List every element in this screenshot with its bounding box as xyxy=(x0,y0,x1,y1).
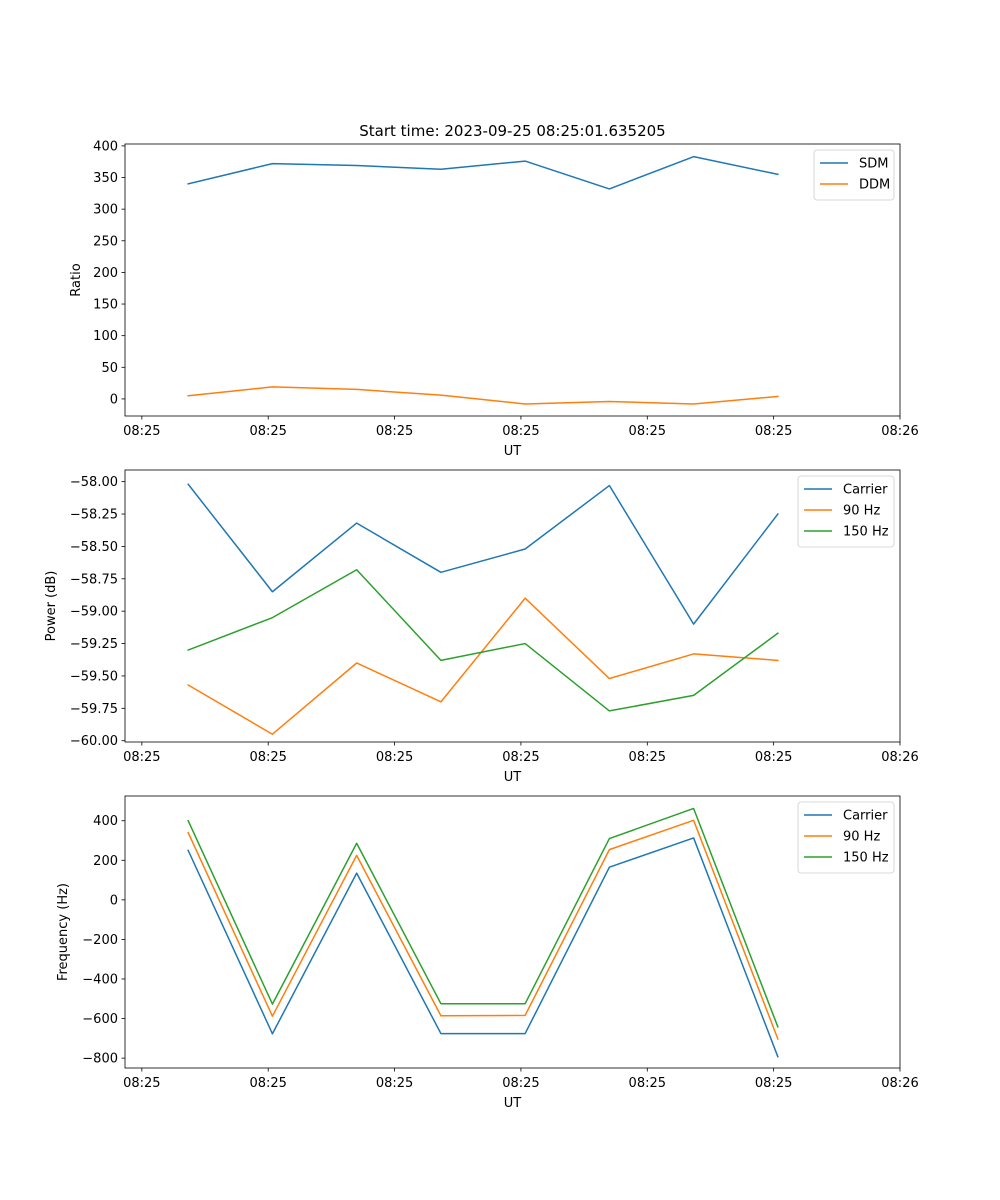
y-tick-label: −600 xyxy=(82,1012,118,1027)
x-tick-label: 08:25 xyxy=(123,424,160,439)
legend: SDM DDM xyxy=(813,149,895,201)
legend-label: 90 Hz xyxy=(843,830,880,845)
legend-label: 150 Hz xyxy=(843,525,889,540)
x-axis-label: UT xyxy=(504,444,522,459)
y-tick-label: −58.25 xyxy=(70,508,118,523)
legend-label: 150 Hz xyxy=(843,851,889,866)
series-line-90-hz xyxy=(187,819,779,1040)
x-tick-label: 08:25 xyxy=(249,750,286,765)
legend: Carrier 90 Hz 150 Hz xyxy=(797,475,895,548)
y-tick-label: 200 xyxy=(93,854,118,869)
y-tick-label: −58.50 xyxy=(70,540,118,555)
y-tick-label: −59.00 xyxy=(70,605,118,620)
series-line-sdm xyxy=(187,155,779,190)
x-tick-label: 08:26 xyxy=(881,750,918,765)
legend-label: SDM xyxy=(859,157,888,172)
y-tick-label: −59.50 xyxy=(70,669,118,684)
y-tick-label: 100 xyxy=(93,329,118,344)
x-tick-label: 08:25 xyxy=(249,424,286,439)
y-tick-label: 250 xyxy=(93,234,118,249)
chart-panel-1: 08:25 08:25 08:25 08:25 08:25 08:25 08:26 0 50 10… xyxy=(69,139,919,459)
x-tick-label: 08:25 xyxy=(755,424,792,439)
x-tick-label: 08:25 xyxy=(629,750,666,765)
x-tick-label: 08:25 xyxy=(376,1076,413,1091)
axes-frame xyxy=(124,143,901,417)
y-tick-label: −59.75 xyxy=(70,702,118,717)
x-tick-label: 08:25 xyxy=(755,1076,792,1091)
chart-panel-3: 08:25 08:25 08:25 08:25 08:25 08:25 08:26 −800 −… xyxy=(56,795,919,1111)
x-tick-label: 08:25 xyxy=(376,750,413,765)
x-tick-label: 08:25 xyxy=(502,424,539,439)
y-tick-label: 400 xyxy=(93,139,118,154)
x-tick-label: 08:25 xyxy=(123,1076,160,1091)
axes-frame xyxy=(124,469,901,743)
x-tick-label: 08:25 xyxy=(502,750,539,765)
y-tick-label: −800 xyxy=(82,1052,118,1067)
legend-box xyxy=(797,801,895,874)
legend-label: Carrier xyxy=(843,809,888,824)
x-tick-label: 08:25 xyxy=(123,750,160,765)
x-tick-label: 08:26 xyxy=(881,1076,918,1091)
y-tick-label: 150 xyxy=(93,298,118,313)
y-tick-label: 0 xyxy=(110,392,118,407)
legend: Carrier 90 Hz 150 Hz xyxy=(797,801,895,874)
x-tick-label: 08:25 xyxy=(376,424,413,439)
series-line-150-hz xyxy=(187,807,779,1028)
legend-box xyxy=(797,475,895,548)
y-tick-label: −58.00 xyxy=(70,475,118,490)
y-axis-label: Power (dB) xyxy=(44,571,59,642)
y-tick-label: 400 xyxy=(93,814,118,829)
x-axis-label: UT xyxy=(504,1096,522,1111)
series-line-carrier xyxy=(187,483,779,625)
y-tick-label: −400 xyxy=(82,972,118,987)
y-tick-label: 200 xyxy=(93,266,118,281)
x-tick-label: 08:25 xyxy=(629,1076,666,1091)
y-tick-label: −200 xyxy=(82,933,118,948)
series-line-ddm xyxy=(187,386,779,405)
y-tick-label: 350 xyxy=(93,171,118,186)
y-axis-label: Ratio xyxy=(69,263,84,296)
legend-label: Carrier xyxy=(843,483,888,498)
x-tick-label: 08:25 xyxy=(629,424,666,439)
axes-frame xyxy=(124,795,901,1069)
y-tick-label: −59.25 xyxy=(70,637,118,652)
chart-panel-2: 08:25 08:25 08:25 08:25 08:25 08:25 08:26 −60.0… xyxy=(44,469,919,785)
x-tick-label: 08:25 xyxy=(755,750,792,765)
x-tick-label: 08:25 xyxy=(502,1076,539,1091)
y-tick-label: −58.75 xyxy=(70,572,118,587)
x-tick-label: 08:25 xyxy=(249,1076,286,1091)
y-tick-label: 0 xyxy=(110,893,118,908)
figure-title: Start time: 2023-09-25 08:25:01.635205 xyxy=(359,122,665,140)
y-tick-label: 300 xyxy=(93,203,118,218)
legend-label: 90 Hz xyxy=(843,504,880,519)
x-axis-label: UT xyxy=(504,770,522,785)
y-tick-label: −60.00 xyxy=(70,734,118,749)
series-line-150-hz xyxy=(187,568,779,712)
panels: 08:25 08:25 08:25 08:25 08:25 08:25 08:26 0 50 10… xyxy=(44,139,919,1111)
series-line-carrier xyxy=(187,837,779,1058)
series-line-90-hz xyxy=(187,597,779,735)
y-axis-label: Frequency (Hz) xyxy=(56,883,71,981)
legend-label: DDM xyxy=(859,178,890,193)
y-tick-label: 50 xyxy=(101,361,118,376)
x-tick-label: 08:26 xyxy=(881,424,918,439)
